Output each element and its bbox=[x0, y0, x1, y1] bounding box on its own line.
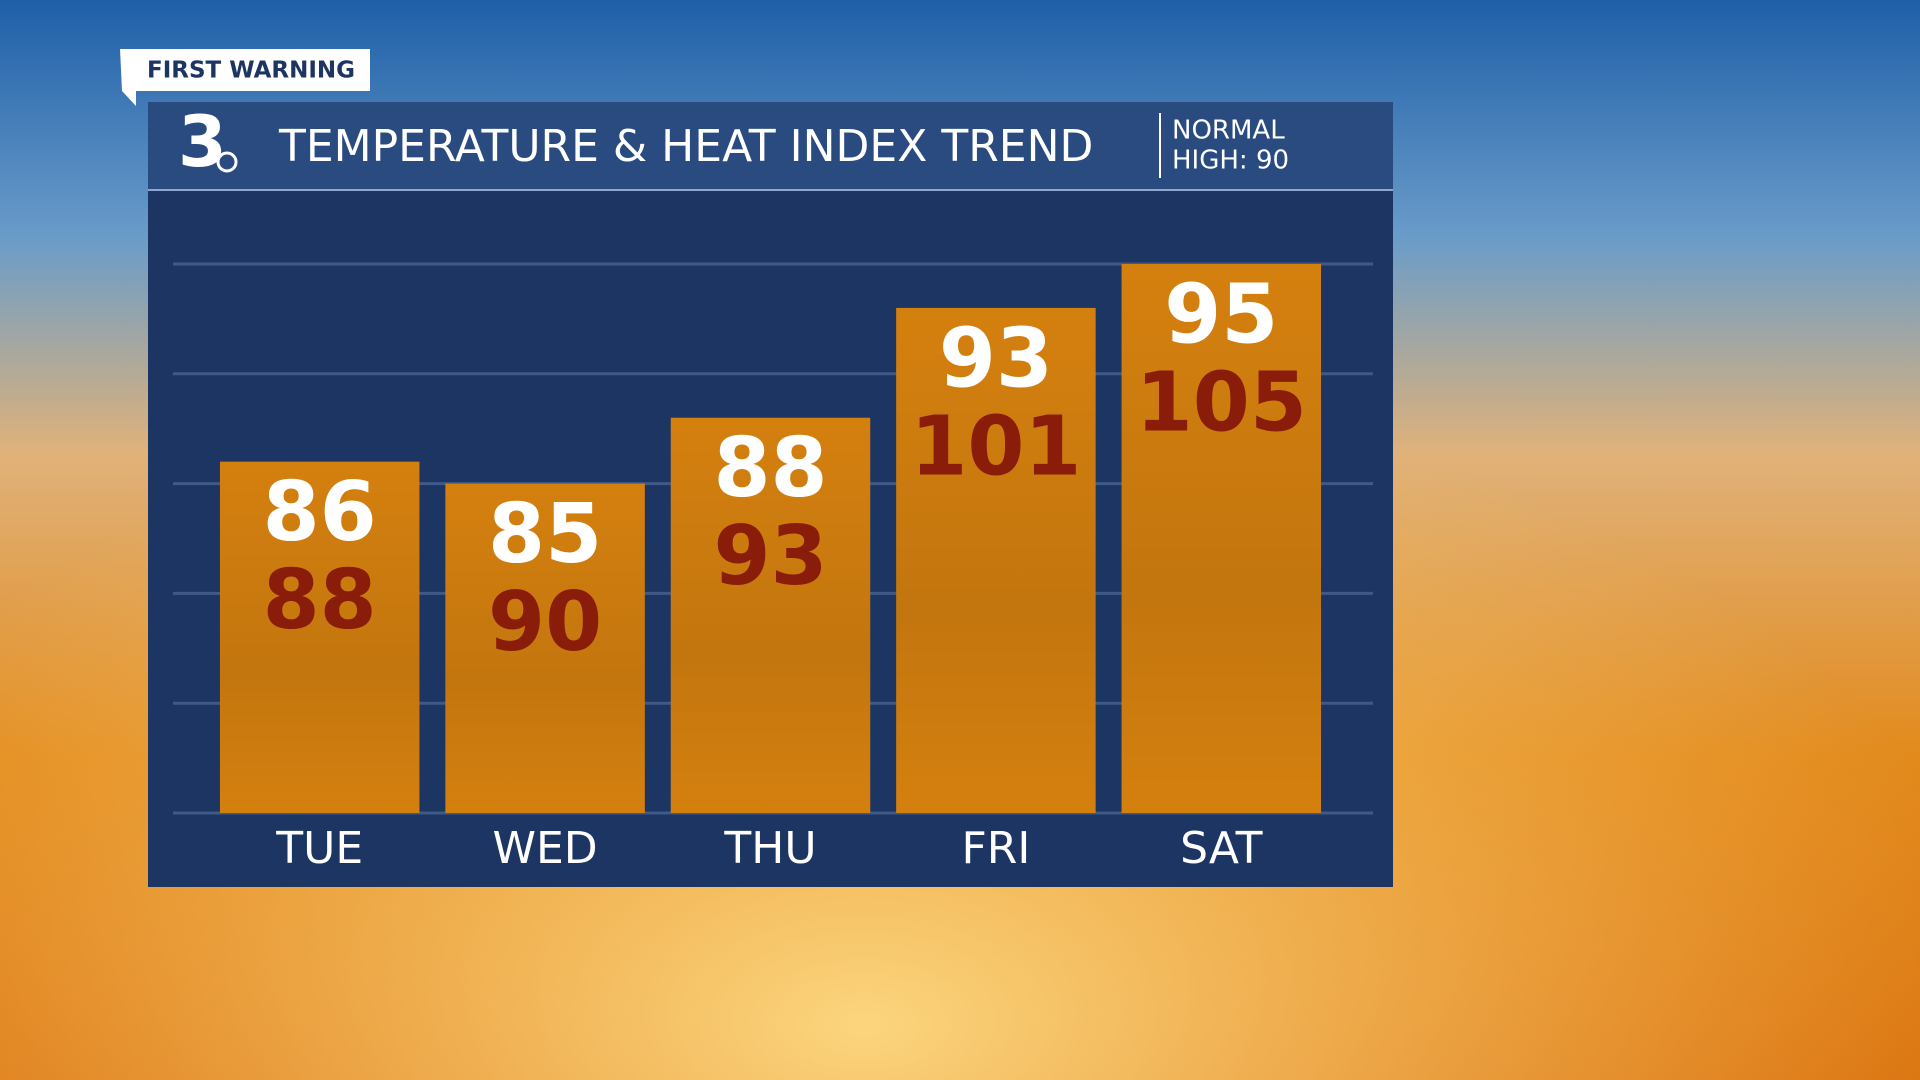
bar-shade bbox=[670, 417, 871, 813]
value-label: 88 bbox=[713, 421, 827, 516]
bar-shade bbox=[445, 483, 645, 813]
logo-eye bbox=[216, 151, 238, 173]
heat-index-label: 101 bbox=[910, 399, 1081, 494]
value-label: 86 bbox=[263, 465, 377, 560]
value-label: 93 bbox=[939, 311, 1053, 406]
x-tick-label: THU bbox=[723, 823, 816, 874]
bar-shade bbox=[1121, 264, 1322, 813]
note-line: HIGH: 90 bbox=[1172, 146, 1289, 176]
value-label: 85 bbox=[488, 487, 602, 582]
x-tick-label: WED bbox=[493, 823, 598, 874]
x-tick-label: TUE bbox=[275, 823, 363, 874]
bar-shade bbox=[896, 307, 1096, 813]
chart-title: TEMPERATURE & HEAT INDEX TREND bbox=[278, 121, 1093, 172]
x-tick-label: SAT bbox=[1180, 823, 1262, 874]
heat-index-label: 93 bbox=[713, 509, 827, 604]
heat-index-label: 90 bbox=[488, 575, 602, 670]
logo: 3 bbox=[178, 101, 227, 183]
tag: FIRST WARNING bbox=[147, 58, 355, 84]
value-label: 95 bbox=[1164, 267, 1278, 362]
note-line: NORMAL bbox=[1172, 116, 1285, 146]
heat-index-label: 88 bbox=[263, 553, 377, 648]
tag-box bbox=[120, 49, 370, 106]
x-tick-label: FRI bbox=[961, 823, 1030, 874]
bar-shade bbox=[219, 461, 420, 813]
header-band bbox=[148, 102, 1393, 190]
heat-index-label: 105 bbox=[1136, 355, 1307, 450]
